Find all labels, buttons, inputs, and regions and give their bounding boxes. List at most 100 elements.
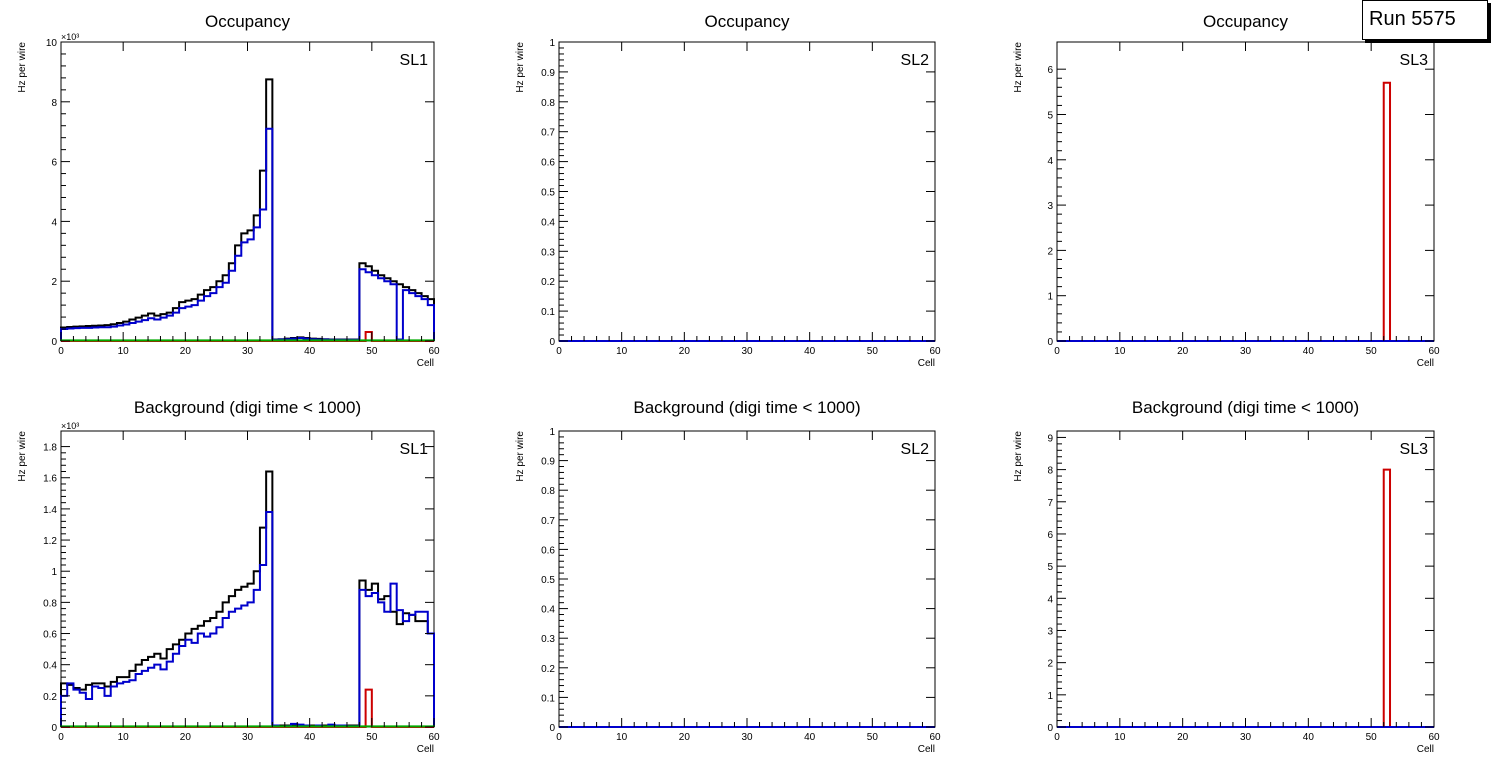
x-tick-label: 60 (1428, 346, 1440, 357)
series-total-line (60, 78, 435, 341)
y-tick-label: 0.4 (541, 605, 555, 616)
y-tick-label: 8 (51, 98, 57, 109)
series-blue-line (60, 511, 435, 728)
y-tick-label: 5 (1047, 110, 1053, 121)
y-tick-label: 0 (1047, 337, 1053, 348)
chart-panel-6: Background (digi time < 1000)0 10 20 30 40 50… (1013, 398, 1440, 755)
chart-panel-3: Occupancy 0 10 20 30 40 50 60 0 1 2 3 4 5 6 Cell Hz per … (1013, 12, 1440, 369)
x-tick-label: 0 (58, 346, 64, 357)
x-tick-label: 50 (1366, 346, 1378, 357)
y-tick-label: 2 (1047, 659, 1053, 670)
x-axis-label: Cell (1417, 744, 1434, 755)
panel-label: SL2 (901, 441, 930, 458)
chart-title: Occupancy (1203, 12, 1289, 31)
y-tick-label: 5 (1047, 562, 1053, 573)
y-tick-label: 6 (1047, 530, 1053, 541)
x-tick-label: 30 (1240, 346, 1252, 357)
x-tick-label: 40 (304, 732, 316, 743)
panel-label: SL1 (400, 52, 429, 69)
x-tick-label: 20 (679, 732, 691, 743)
chart-title: Occupancy (704, 12, 790, 31)
x-tick-label: 30 (741, 346, 753, 357)
x-tick-label: 0 (58, 732, 64, 743)
x-tick-label: 10 (616, 732, 628, 743)
y-tick-label: 0.4 (541, 217, 555, 228)
y-tick-label: 0.1 (541, 693, 555, 704)
y-tick-label: 6 (1047, 65, 1053, 76)
x-tick-label: 10 (118, 732, 130, 743)
series-red-line (1057, 468, 1434, 728)
y-tick-label: 0.3 (541, 247, 555, 258)
x-tick-label: 30 (242, 346, 254, 357)
x-tick-label: 60 (428, 346, 440, 357)
series-total-line (60, 470, 435, 727)
y-tick-label: 0.2 (541, 664, 555, 675)
y-tick-label: 10 (46, 38, 58, 49)
y-tick-label: 0.1 (541, 307, 555, 318)
x-tick-label: 30 (741, 732, 753, 743)
y-tick-label: 3 (1047, 201, 1053, 212)
y-exponent-label: ×10³ (61, 32, 79, 42)
chart-panel-4: Background (digi time < 1000)0 10 20 30 40 50… (17, 398, 440, 755)
y-tick-label: 4 (1047, 156, 1053, 167)
panel-label: SL1 (400, 441, 429, 458)
x-tick-label: 60 (929, 732, 941, 743)
y-tick-label: 1 (51, 567, 57, 578)
y-exponent-label: ×10³ (61, 421, 79, 431)
x-tick-label: 20 (180, 732, 192, 743)
y-tick-label: 0.5 (541, 188, 555, 199)
y-tick-label: 2 (51, 277, 57, 288)
x-tick-label: 40 (1303, 346, 1315, 357)
y-tick-label: 0.2 (43, 692, 57, 703)
y-tick-label: 1 (1047, 292, 1053, 303)
y-tick-label: 0 (51, 723, 57, 734)
y-tick-label: 0.7 (541, 516, 555, 527)
chart-title: Occupancy (205, 12, 291, 31)
chart-title: Background (digi time < 1000) (633, 398, 860, 417)
y-axis-label: Hz per wire (17, 42, 28, 93)
y-tick-label: 0.9 (541, 68, 555, 79)
y-tick-label: 1 (549, 38, 555, 49)
x-tick-label: 40 (804, 346, 816, 357)
y-tick-label: 1.2 (43, 536, 57, 547)
chart-panel-2: Occupancy 0 10 20 30 40 50 60 0 0.1 0.2 0.3 0.4 0.5 0.… (515, 12, 941, 369)
x-tick-label: 0 (1054, 346, 1060, 357)
x-tick-label: 20 (1177, 346, 1189, 357)
y-tick-label: 0 (51, 337, 57, 348)
plot-frame (1056, 41, 1435, 342)
y-axis-label: Hz per wire (1013, 42, 1024, 93)
y-axis-label: Hz per wire (515, 431, 526, 482)
y-tick-label: 0.8 (541, 486, 555, 497)
run-label-box: Run 5575 (1362, 0, 1488, 40)
y-tick-label: 0.9 (541, 457, 555, 468)
panel-label: SL2 (901, 52, 930, 69)
y-tick-label: 0.2 (541, 277, 555, 288)
y-tick-label: 0.8 (541, 98, 555, 109)
x-tick-label: 20 (1177, 732, 1189, 743)
y-tick-label: 0.6 (43, 630, 57, 641)
y-tick-label: 1 (549, 427, 555, 438)
x-tick-label: 20 (679, 346, 691, 357)
y-tick-label: 0 (549, 337, 555, 348)
y-tick-label: 0.6 (541, 545, 555, 556)
x-tick-label: 40 (804, 732, 816, 743)
plot-frame (558, 41, 936, 342)
x-tick-label: 20 (180, 346, 192, 357)
chart-title: Background (digi time < 1000) (1132, 398, 1359, 417)
y-tick-label: 2 (1047, 246, 1053, 257)
x-tick-label: 50 (867, 732, 879, 743)
x-tick-label: 30 (242, 732, 254, 743)
series-blue-line (60, 127, 435, 341)
x-tick-label: 30 (1240, 732, 1252, 743)
x-axis-label: Cell (1417, 358, 1434, 369)
x-tick-label: 10 (1114, 346, 1126, 357)
panel-label: SL3 (1400, 441, 1429, 458)
y-tick-label: 4 (1047, 594, 1053, 605)
y-tick-label: 1.4 (43, 505, 57, 516)
y-tick-label: 8 (1047, 466, 1053, 477)
y-axis-label: Hz per wire (1013, 431, 1024, 482)
x-tick-label: 50 (1366, 732, 1378, 743)
x-tick-label: 60 (1428, 732, 1440, 743)
